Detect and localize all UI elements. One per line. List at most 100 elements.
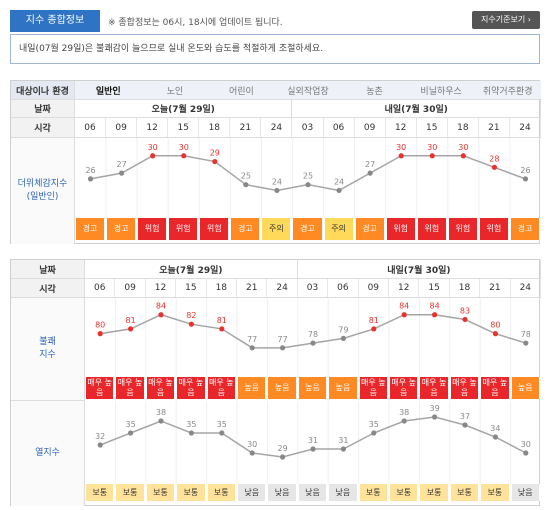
data-point [181,153,187,159]
target-filter-item[interactable]: 실외작업장 [287,86,329,97]
level-badge: 위험 [479,218,509,240]
data-label: 35 [186,420,196,429]
data-label: 81 [126,316,136,325]
data-label: 81 [369,316,379,325]
data-label: 79 [338,325,348,334]
level-badge: 매우 높음 [450,377,480,399]
data-point [523,450,529,456]
index-criteria-label: 지수기준보기 [481,15,526,24]
data-label: 32 [95,432,105,441]
discomfort-index-title-1: 불쾌 [39,337,56,347]
time-cell: 09 [359,279,389,297]
level-badge: 보통 [146,484,176,501]
level-badge: 위험 [169,218,199,240]
data-point [310,446,316,452]
index-criteria-button[interactable]: 지수기준보기 › [472,11,540,29]
data-label: 38 [156,408,166,417]
data-point [243,182,249,188]
data-point [462,316,468,323]
data-label: 80 [95,321,105,330]
data-point [150,153,156,159]
level-badge: 경고 [510,218,540,240]
data-point [274,187,280,194]
discomfort-heat-panel: 날짜 오늘(7월 29일) 내일(7월 30일) 시각 06 09 12 15 18 21 2… [10,259,541,506]
date-group: 오늘(7월 29일) [75,100,293,117]
data-point [522,176,529,182]
discomfort-chart: 80 81 84 82 81 77 77 78 79 81 84 84 83 80 78 [95,298,531,376]
target-filter-item[interactable]: 취약거주환경 [482,86,533,97]
data-point [401,418,407,424]
data-point [340,335,346,341]
level-badge: 매우 높음 [420,377,449,399]
time-cell: 18 [448,118,479,137]
data-point [305,182,311,188]
time-cell: 12 [146,279,177,297]
data-label: 35 [126,420,136,429]
data-point [340,446,346,452]
time-cell: 15 [176,279,207,297]
data-point [371,430,377,436]
data-point [97,442,103,448]
time-cell: 15 [417,118,448,137]
data-label: 26 [85,166,95,175]
data-label: 83 [460,306,470,315]
level-badge: 높음 [511,377,540,399]
level-badge: 매우 높음 [177,377,206,399]
level-badge: 보통 [116,484,145,501]
data-label: 30 [396,143,406,152]
chevron-right-icon: › [527,15,531,24]
target-filter-item[interactable]: 농촌 [366,86,383,97]
data-point [219,326,225,332]
discomfort-index-title-2: 지수 [39,350,56,360]
time-cell: 24 [510,118,541,137]
data-point [491,164,497,170]
data-point [280,454,286,460]
data-point [432,312,438,318]
data-label: 81 [217,316,227,325]
time-cell: 06 [328,279,359,297]
data-label: 78 [521,330,531,339]
level-badge: 위험 [417,218,447,240]
data-point [398,153,404,159]
time-cell: 12 [137,118,169,137]
top-bar: 지수 종합정보 ※ 종합정보는 06시, 18시에 업데이트 됩니다. 지수기준… [0,0,550,32]
data-label: 29 [278,444,288,453]
level-badge: 경고 [293,218,323,240]
date-group: 오늘(7월 29일) [85,260,298,278]
data-point [371,326,377,332]
target-filter-item[interactable]: 노인 [166,86,184,97]
index-summary-tab[interactable]: 지수 종합정보 [10,10,100,32]
level-badge: 매우 높음 [359,377,388,399]
level-badge: 매우 높음 [116,377,145,399]
data-point [280,345,286,351]
data-label: 25 [241,172,251,181]
data-label: 39 [430,404,440,413]
time-cell: 15 [419,279,450,297]
target-filter-item[interactable]: 비닐하우스 [420,86,462,97]
time-cell: 03 [292,118,324,137]
level-badge: 높음 [268,377,297,399]
data-point [158,418,164,424]
target-filter-item[interactable]: 일반인 [95,86,121,97]
time-cell: 21 [480,279,511,297]
level-badge: 매우 높음 [207,377,236,399]
date-group: 내일(7월 30일) [298,260,541,278]
time-cell: 03 [298,279,329,297]
heat-index-label: 열지수 [11,401,85,506]
level-badge: 매우 높음 [481,377,510,399]
level-badge: 매우 높음 [146,377,176,399]
data-point [119,170,125,176]
target-filter-item[interactable]: 어린이 [229,86,254,97]
time-cell: 21 [479,118,510,137]
data-label: 28 [489,154,499,163]
date-row: 날짜 오늘(7월 29일) 내일(7월 30일) [11,100,541,118]
data-label: 77 [247,335,257,344]
data-point [310,340,316,346]
data-point [367,170,373,176]
target-filter-row: 대상이나 환경 일반인 노인 어린이 실외작업장 농촌 비닐하우스 취약거주환경 [11,81,541,100]
data-label: 35 [369,420,379,429]
level-badge: 주의 [262,218,292,240]
data-label: 30 [427,143,437,152]
data-label: 27 [365,160,375,169]
data-point [523,340,529,346]
